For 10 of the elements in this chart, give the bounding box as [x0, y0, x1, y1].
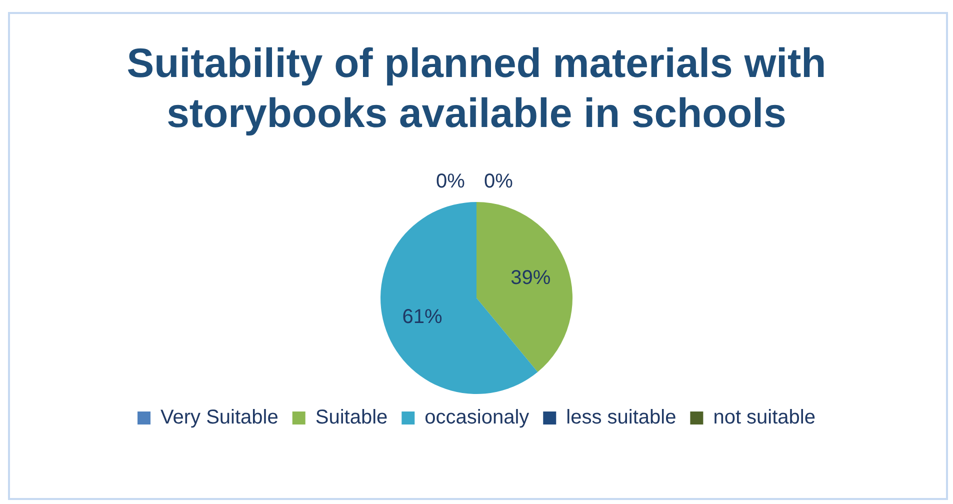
- legend-label: Very Suitable: [160, 406, 278, 429]
- legend-label: less suitable: [566, 406, 676, 429]
- data-label: 61%: [402, 306, 443, 328]
- legend-label: Suitable: [315, 406, 388, 429]
- chart-title: Suitability of planned materials with storybooks available in schools: [126, 39, 828, 138]
- legend-label: not suitable: [713, 406, 816, 429]
- data-label: 39%: [510, 267, 551, 290]
- legend-label: occasionaly: [424, 406, 530, 429]
- text: 0%: [484, 170, 513, 193]
- text: 0%: [436, 170, 465, 193]
